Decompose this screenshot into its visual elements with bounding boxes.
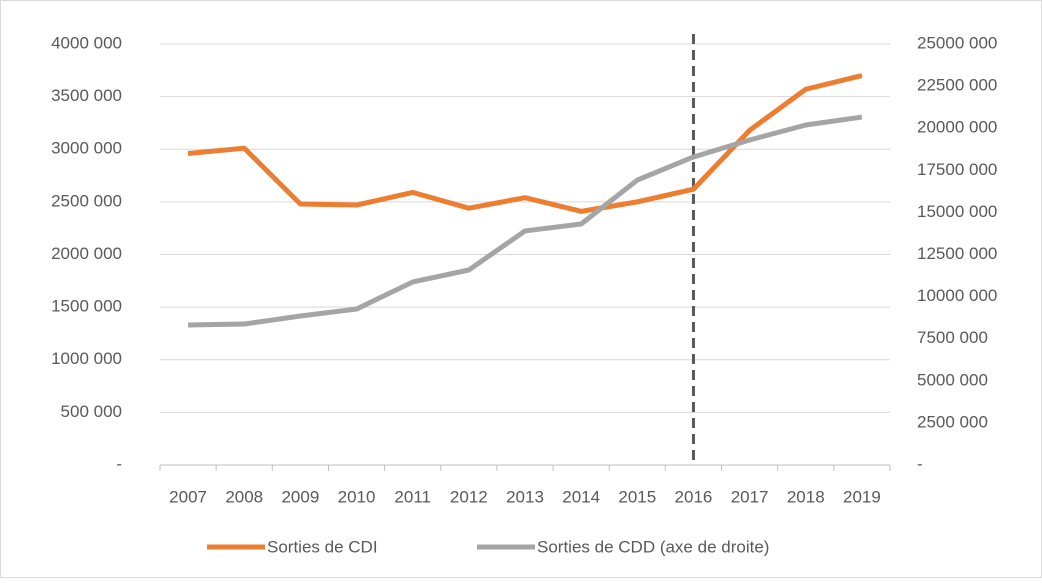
y2-tick-label: 20000 000 (917, 118, 997, 137)
x-tick-label: 2017 (731, 487, 769, 506)
series-line (187, 73, 863, 214)
x-tick-label: 2014 (562, 487, 600, 506)
y-tick-label: 2000 000 (51, 244, 122, 263)
x-tick-label: 2015 (618, 487, 656, 506)
y2-tick-label: 12500 000 (917, 244, 997, 263)
y2-tick-label: 17500 000 (917, 160, 997, 179)
y-tick-label: 1000 000 (51, 349, 122, 368)
y-tick-label: 500 000 (61, 402, 122, 421)
x-tick-label: 2019 (843, 487, 881, 506)
series-line (188, 114, 863, 328)
y2-tick-label: 7500 000 (917, 328, 988, 347)
y2-tick-label: 5000 000 (917, 370, 988, 389)
y2-tick-label: 22500 000 (917, 76, 997, 95)
y-tick-label: 3000 000 (51, 139, 122, 158)
y-tick-label: 1500 000 (51, 297, 122, 316)
y2-tick-label: 10000 000 (917, 286, 997, 305)
x-tick-label: 2009 (281, 487, 319, 506)
legend-label: Sorties de CDI (267, 537, 378, 556)
legend-label: Sorties de CDD (axe de droite) (537, 537, 769, 556)
x-tick-label: 2018 (787, 487, 825, 506)
y-tick-label: 2500 000 (51, 191, 122, 210)
x-tick-label: 2008 (225, 487, 263, 506)
y-tick-label: 3500 000 (51, 86, 122, 105)
x-tick-label: 2011 (394, 487, 431, 506)
x-tick-label: 2016 (675, 487, 713, 506)
x-tick-label: 2007 (169, 487, 207, 506)
y2-tick-label: 15000 000 (917, 202, 997, 221)
y2-tick-label: 2500 000 (917, 412, 988, 431)
y-tick-label: 4000 000 (51, 33, 122, 52)
y2-tick-label: - (917, 454, 923, 473)
x-tick-label: 2013 (506, 487, 544, 506)
y-tick-label: - (116, 454, 122, 473)
x-tick-label: 2012 (450, 487, 488, 506)
y2-tick-label: 25000 000 (917, 33, 997, 52)
x-tick-label: 2010 (338, 487, 376, 506)
